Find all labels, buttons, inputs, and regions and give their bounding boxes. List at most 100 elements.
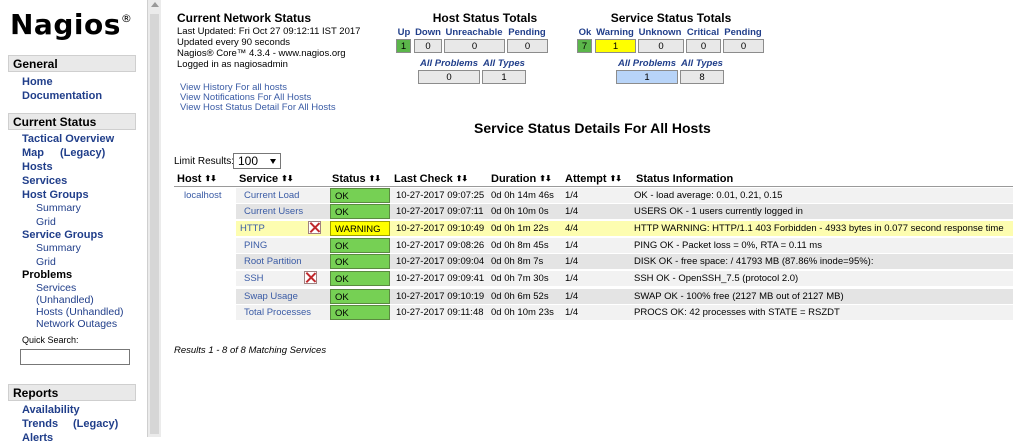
sort-arrows-icon[interactable]: ⬆⬇ xyxy=(455,174,468,183)
status-information: PROCS OK: 42 processes with STATE = RSZD… xyxy=(634,307,840,318)
sidebar-item-trends[interactable]: Trends xyxy=(22,418,59,430)
status-badge: OK xyxy=(330,305,390,320)
host-totals-header-pending[interactable]: Pending xyxy=(508,27,546,38)
attempt: 1/4 xyxy=(565,240,579,251)
sidebar-item-hosts[interactable]: Hosts xyxy=(22,161,53,173)
host-totals-title: Host Status Totals xyxy=(432,11,538,25)
service-link[interactable]: HTTP xyxy=(240,223,265,234)
service-totals-header-unknown[interactable]: Unknown xyxy=(638,27,682,38)
link-view-history[interactable]: View History For all hosts xyxy=(180,82,287,93)
service-link[interactable]: Total Processes xyxy=(244,307,312,318)
sort-arrows-icon[interactable]: ⬆⬇ xyxy=(609,174,622,183)
sort-arrows-icon[interactable]: ⬆⬇ xyxy=(539,174,551,183)
results-count: Results 1 - 8 of 8 Matching Services xyxy=(174,345,327,356)
service-totals-critical-count[interactable]: 0 xyxy=(686,39,721,53)
chevron-down-icon xyxy=(270,159,276,164)
status-badge: WARNING xyxy=(330,221,390,236)
service-link[interactable]: Current Load xyxy=(244,190,300,201)
sidebar-item-availability[interactable]: Availability xyxy=(22,404,80,416)
last-check: 10-27-2017 09:07:11 xyxy=(396,206,484,217)
quick-search-input[interactable] xyxy=(20,349,130,365)
sidebar-item-problem-hosts-unhandled[interactable]: Hosts (Unhandled) xyxy=(36,306,124,318)
scroll-up-icon[interactable] xyxy=(151,2,159,7)
service-link[interactable]: Current Users xyxy=(244,206,304,217)
last-check: 10-27-2017 09:08:26 xyxy=(396,240,485,251)
service-totals-all-problems-count[interactable]: 1 xyxy=(616,70,678,84)
limit-results-select[interactable]: 100 xyxy=(233,153,281,169)
duration: 0d 0h 14m 46s xyxy=(491,190,554,201)
sort-arrows-icon[interactable]: ⬆⬇ xyxy=(368,174,381,183)
service-link[interactable]: SSH xyxy=(244,273,264,284)
service-totals-pending-count[interactable]: 0 xyxy=(723,39,764,53)
sidebar-item-servicegroup-grid[interactable]: Grid xyxy=(36,256,56,268)
sidebar-item-map[interactable]: Map xyxy=(22,147,44,159)
service-totals-all-types-header[interactable]: All Types xyxy=(681,58,723,69)
sidebar-heading-current-status: Current Status xyxy=(8,113,136,130)
attempt: 1/4 xyxy=(565,206,579,217)
host-totals-down-count[interactable]: 0 xyxy=(414,39,442,53)
status-information: PING OK - Packet loss = 0%, RTA = 0.11 m… xyxy=(634,240,822,251)
host-totals-header-down[interactable]: Down xyxy=(415,27,441,38)
scrollbar-thumb[interactable] xyxy=(150,14,159,434)
link-view-notifications[interactable]: View Notifications For All Hosts xyxy=(180,92,312,103)
nagios-logo[interactable]: Nagios® xyxy=(10,8,133,41)
column-header-duration: Duration ⬆⬇ xyxy=(491,173,552,185)
sidebar-item-service-groups[interactable]: Service Groups xyxy=(22,229,104,241)
sidebar-heading-reports: Reports xyxy=(8,384,136,401)
sidebar-scrollbar[interactable] xyxy=(147,0,161,437)
last-check: 10-27-2017 09:10:19 xyxy=(396,291,485,302)
status-information: DISK OK - free space: / 41793 MB (87.86%… xyxy=(634,256,874,267)
service-link[interactable]: Root Partition xyxy=(244,256,302,267)
notifications-disabled-icon[interactable] xyxy=(308,221,321,234)
sidebar-item-alerts[interactable]: Alerts xyxy=(22,432,54,444)
table-row: Current Users OK 10-27-2017 09:07:11 0d … xyxy=(174,204,1013,219)
host-totals-all-types-count[interactable]: 1 xyxy=(482,70,526,84)
service-totals-header-pending[interactable]: Pending xyxy=(724,27,762,38)
service-totals-warning-count[interactable]: 1 xyxy=(595,39,636,53)
status-badge: OK xyxy=(330,254,390,269)
notifications-disabled-icon[interactable] xyxy=(304,271,317,284)
table-header-divider xyxy=(174,186,1013,187)
host-totals-all-problems-header[interactable]: All Problems xyxy=(419,58,479,69)
sidebar-item-hostgroup-grid[interactable]: Grid xyxy=(36,216,56,228)
duration: 0d 0h 1m 22s xyxy=(491,223,549,234)
table-row: PING OK 10-27-2017 09:08:26 0d 0h 8m 45s… xyxy=(174,238,1013,253)
host-link-localhost[interactable]: localhost xyxy=(174,188,236,203)
status-information: OK - load average: 0.01, 0.21, 0.15 xyxy=(634,190,783,201)
service-link[interactable]: Swap Usage xyxy=(244,291,298,302)
host-totals-all-problems-count[interactable]: 0 xyxy=(418,70,480,84)
sidebar-item-servicegroup-summary[interactable]: Summary xyxy=(36,242,81,254)
service-totals-all-problems-header[interactable]: All Problems xyxy=(617,58,677,69)
host-totals-all-types-header[interactable]: All Types xyxy=(483,58,525,69)
service-totals-header-critical[interactable]: Critical xyxy=(686,27,720,38)
duration: 0d 0h 7m 30s xyxy=(491,273,549,284)
sidebar-item-map-legacy[interactable]: (Legacy) xyxy=(60,147,106,159)
sidebar-item-trends-legacy[interactable]: (Legacy) xyxy=(73,418,119,430)
service-totals-header-warning[interactable]: Warning xyxy=(596,27,634,38)
link-view-host-status[interactable]: View Host Status Detail For All Hosts xyxy=(180,102,336,113)
sidebar-item-problem-services[interactable]: Services xyxy=(36,282,77,294)
sidebar-item-home[interactable]: Home xyxy=(22,76,53,88)
host-totals-header-unreachable[interactable]: Unreachable xyxy=(445,27,503,38)
host-totals-header-up[interactable]: Up xyxy=(397,27,411,38)
sidebar-item-host-groups[interactable]: Host Groups xyxy=(22,189,89,201)
service-totals-ok-count[interactable]: 7 xyxy=(577,39,592,53)
service-totals-header-ok[interactable]: Ok xyxy=(578,27,592,38)
sidebar-heading-general: General xyxy=(8,55,136,72)
sidebar-item-services[interactable]: Services xyxy=(22,175,68,187)
table-row: localhost Current Load OK 10-27-2017 09:… xyxy=(174,188,1013,203)
sidebar-item-hostgroup-summary[interactable]: Summary xyxy=(36,202,81,214)
sort-arrows-icon[interactable]: ⬆⬇ xyxy=(281,174,293,183)
host-totals-pending-count[interactable]: 0 xyxy=(507,39,548,53)
sidebar-item-problem-services-unhandled[interactable]: (Unhandled) xyxy=(36,294,94,306)
sort-arrows-icon[interactable]: ⬆⬇ xyxy=(204,174,216,183)
service-totals-all-types-count[interactable]: 8 xyxy=(680,70,724,84)
host-totals-unreachable-count[interactable]: 0 xyxy=(444,39,505,53)
column-header-status: Status ⬆⬇ xyxy=(332,173,381,185)
sidebar-item-network-outages[interactable]: Network Outages xyxy=(36,318,118,330)
sidebar-item-documentation[interactable]: Documentation xyxy=(22,90,103,102)
service-link[interactable]: PING xyxy=(244,240,268,251)
service-totals-unknown-count[interactable]: 0 xyxy=(638,39,684,53)
sidebar-item-tactical-overview[interactable]: Tactical Overview xyxy=(22,133,115,145)
host-totals-up-count[interactable]: 1 xyxy=(396,39,411,53)
